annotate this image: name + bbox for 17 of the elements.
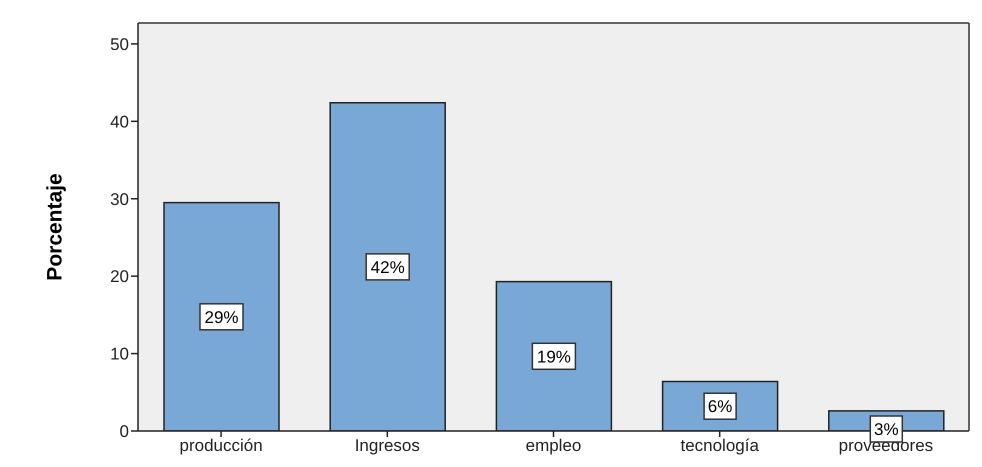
y-tick-label: 0 [120,422,129,442]
x-tick-label: proveedores [838,436,934,456]
data-label: 6% [708,397,732,416]
x-tick-label: producción [180,436,263,456]
x-tick-label: empleo [526,436,582,456]
y-axis-title: Porcentaje [43,173,66,281]
data-label: 29% [204,308,239,327]
data-label: 3% [874,420,899,439]
y-tick-label: 10 [110,344,129,364]
y-tick-label: 20 [110,267,129,286]
y-tick-label: 40 [110,112,129,132]
x-tick-label: Ingresos [354,436,420,456]
y-tick-label: 30 [110,190,129,209]
data-label: 42% [370,258,405,277]
y-tick-label: 50 [110,34,129,54]
x-tick-label: tecnología [680,436,760,456]
data-label: 19% [536,347,571,366]
